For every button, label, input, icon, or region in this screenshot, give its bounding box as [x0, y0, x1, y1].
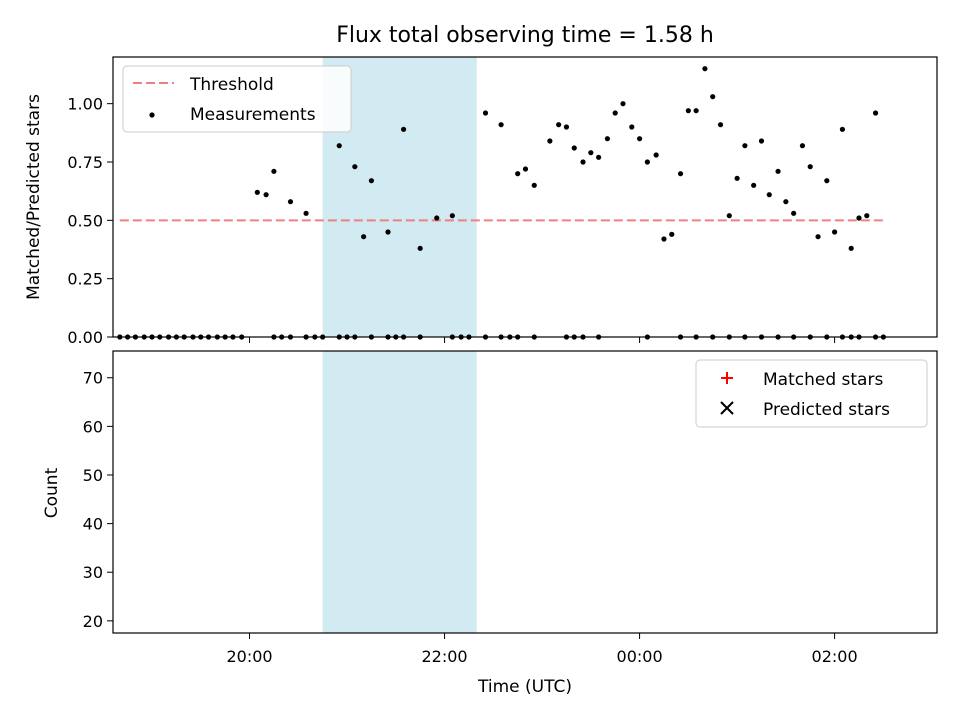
measurement-point	[482, 110, 489, 116]
count-y-tick-label: 70	[83, 369, 103, 388]
chart-title: Flux total observing time = 1.58 h	[336, 23, 714, 48]
measurement-point	[653, 152, 659, 158]
measurement-point	[839, 126, 846, 132]
measurement-point	[799, 143, 806, 149]
ratio-y-tick-label: 1.00	[67, 95, 103, 114]
measurement-point	[336, 143, 342, 149]
measurement-point	[303, 210, 309, 216]
measurement-point	[815, 234, 821, 240]
legend-threshold-label: Threshold	[189, 75, 274, 95]
measurement-point	[571, 145, 577, 151]
measurement-point	[563, 124, 570, 130]
measurement-point	[864, 213, 870, 219]
measurement-point	[807, 164, 813, 170]
measurement-point	[271, 168, 277, 174]
predicted-star-mark	[720, 401, 734, 415]
measurement-point	[685, 108, 691, 114]
ratio-y-tick-label: 0.75	[67, 153, 103, 172]
count-y-tick-label: 40	[83, 515, 103, 534]
count-legend-box	[695, 359, 928, 428]
measurement-point	[693, 108, 699, 114]
measurement-point	[417, 245, 423, 251]
measurement-point	[352, 164, 358, 170]
measurement-point	[498, 122, 504, 128]
legend-predicted-label: Predicted stars	[763, 400, 890, 420]
measurement-point	[702, 66, 708, 72]
ratio-y-tick-label: 0.25	[67, 270, 103, 289]
measurement-point	[661, 236, 667, 242]
measurement-point	[856, 215, 862, 221]
measurement-point	[872, 110, 879, 116]
legend-measurements-swatch	[149, 112, 155, 118]
observing-window-bottom	[322, 351, 477, 633]
measurement-point	[515, 171, 521, 177]
count-y-tick-label: 60	[83, 417, 103, 436]
ratio-y-tick-label: 0.50	[67, 211, 103, 230]
matched-star-point	[721, 372, 733, 384]
ratio-axes-frame	[112, 56, 938, 338]
measurement-point	[620, 101, 626, 107]
measurement-point	[588, 150, 594, 156]
measurement-point	[783, 199, 789, 205]
time-x-tick-label: 00:00	[617, 647, 663, 666]
time-x-tick-label: 20:00	[226, 647, 272, 666]
measurement-point	[287, 199, 294, 205]
count-y-axis-label: Count	[42, 467, 62, 518]
measurement-point	[677, 171, 684, 177]
measurement-point	[596, 154, 602, 160]
legend-matched-label: Matched stars	[763, 370, 883, 390]
measurement-point	[751, 182, 757, 188]
measurement-point	[717, 122, 724, 128]
time-x-tick-label: 02:00	[812, 647, 858, 666]
count-y-tick-label: 50	[83, 466, 103, 485]
measurement-point	[636, 136, 643, 142]
measurement-point	[775, 168, 781, 174]
legend-measurements-label: Measurements	[190, 105, 316, 125]
ratio-y-tick-label: 0.00	[67, 328, 103, 347]
measurement-point	[726, 213, 732, 219]
measurement-point	[824, 178, 830, 184]
count-legend: Matched stars Predicted stars	[695, 359, 928, 428]
measurement-point	[669, 231, 675, 237]
measurement-point	[791, 210, 797, 216]
ratio-y-axis-label: Matched/Predicted stars	[24, 94, 44, 300]
measurement-point	[734, 175, 740, 181]
measurement-point	[766, 192, 772, 198]
measurement-point	[612, 110, 618, 116]
count-axes-frame	[112, 350, 938, 634]
ratio-legend: Threshold Measurements	[122, 65, 352, 133]
measurement-point	[758, 138, 765, 144]
measurement-point	[604, 136, 611, 142]
measurement-point	[449, 213, 455, 219]
count-y-tick-label: 30	[83, 563, 103, 582]
measurement-point	[832, 229, 838, 235]
measurement-point	[434, 215, 440, 221]
measurement-point	[629, 124, 635, 130]
ratio-panel: 0.00 0.25 0.50 0.75 1.00 Matched/Predicted s…	[24, 56, 938, 347]
measurement-point	[547, 138, 553, 144]
measurement-point	[522, 166, 529, 172]
measurement-point	[742, 143, 748, 149]
ratio-legend-box	[122, 65, 352, 133]
measurement-point	[580, 159, 586, 165]
measurement-point	[644, 159, 650, 165]
measurement-point	[263, 192, 269, 198]
measurement-point	[848, 245, 854, 251]
measurement-point	[361, 234, 367, 240]
predicted-star-point	[720, 401, 734, 415]
measurement-point	[531, 182, 537, 188]
measurement-point	[556, 122, 562, 128]
measurement-point	[254, 189, 260, 195]
measurement-point	[368, 178, 375, 184]
measurement-point	[385, 229, 391, 235]
count-y-tick-label: 20	[83, 612, 103, 631]
time-axis-label: Time (UTC)	[477, 677, 572, 697]
time-x-tick-label: 22:00	[421, 647, 467, 666]
measurement-point	[400, 126, 407, 132]
measurement-point	[710, 94, 716, 100]
